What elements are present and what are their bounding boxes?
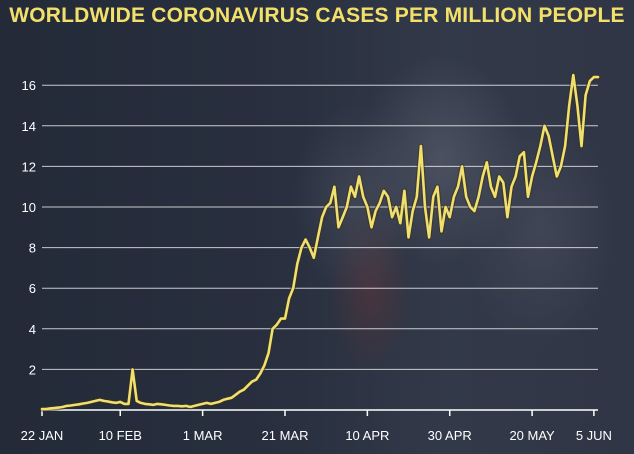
y-tick-label: 4 xyxy=(29,322,36,337)
y-tick-label: 12 xyxy=(22,159,36,174)
series-layer xyxy=(39,72,601,412)
series-line-shadow xyxy=(39,72,601,412)
x-tick-label: 22 JAN xyxy=(21,428,64,443)
chart-title: WORLDWIDE CORONAVIRUS CASES PER MILLION … xyxy=(9,4,625,27)
y-tick-label: 16 xyxy=(22,78,36,93)
y-tick-label: 6 xyxy=(29,281,36,296)
tick-labels: 2 4 6 8 10 12 14 16 22 JAN 10 FEB 1 MAR 21 MAR 10 AP… xyxy=(21,78,612,443)
x-tick-label: 21 MAR xyxy=(262,428,309,443)
x-tick-label: 30 APR xyxy=(428,428,472,443)
axes xyxy=(41,409,598,416)
y-tick-label: 8 xyxy=(29,241,36,256)
x-tick-label: 20 MAY xyxy=(509,428,555,443)
y-tick-label: 2 xyxy=(29,362,36,377)
x-tick-label: 5 JUN xyxy=(576,428,612,443)
y-tick-label: 14 xyxy=(22,119,36,134)
x-tick-label: 1 MAR xyxy=(183,428,223,443)
y-tick-label: 10 xyxy=(22,200,36,215)
x-tick-label: 10 FEB xyxy=(99,428,142,443)
series-line xyxy=(40,73,600,411)
x-tick-label: 10 APR xyxy=(345,428,389,443)
